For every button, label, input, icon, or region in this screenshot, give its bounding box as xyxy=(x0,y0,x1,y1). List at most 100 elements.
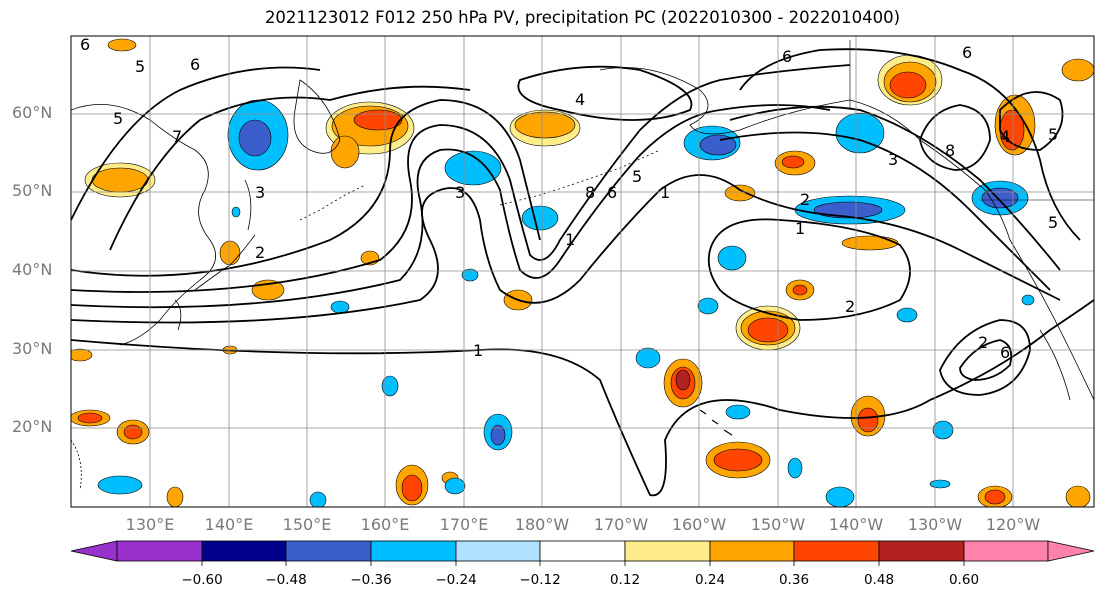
precip-patch xyxy=(1061,58,1094,82)
precip-patch xyxy=(490,424,506,446)
precip-patch xyxy=(77,412,103,424)
lon-label: 160°W xyxy=(671,515,727,534)
coastline-sakhalin xyxy=(244,179,252,231)
colorbar-tick-label: −0.36 xyxy=(350,572,392,588)
contour-label: 3 xyxy=(255,183,265,202)
precip-patch xyxy=(896,307,918,323)
lon-label: 130°E xyxy=(125,515,175,534)
precip-patch xyxy=(697,297,719,315)
precip-patch xyxy=(857,407,879,433)
precip-patch xyxy=(889,71,927,99)
pv-contour xyxy=(517,65,693,121)
precip-patch xyxy=(1065,485,1091,507)
colorbar-tick-label: −0.48 xyxy=(265,572,307,588)
coastline-philippines xyxy=(71,439,82,491)
precip-patch xyxy=(781,155,805,169)
colorbar-segment xyxy=(963,540,1049,562)
contour-label: 4 xyxy=(1000,127,1010,146)
precip-patch xyxy=(238,119,272,157)
precip-patch xyxy=(724,184,756,202)
contour-label: 1 xyxy=(660,183,670,202)
precip-patch xyxy=(444,477,466,495)
lon-label: 170°W xyxy=(593,515,649,534)
precip-patch xyxy=(330,135,360,169)
lon-label: 150°W xyxy=(750,515,806,534)
precip-patch xyxy=(353,109,403,131)
precip-patch xyxy=(787,457,803,479)
pv-contour xyxy=(71,99,541,277)
precip-patch xyxy=(981,187,1019,209)
colorbar-extend-low xyxy=(70,540,118,562)
lat-label: 20°N xyxy=(12,417,53,436)
contour-label: 7 xyxy=(172,127,182,146)
colorbar-tick-label: 0.60 xyxy=(948,572,980,588)
precip-patch xyxy=(444,150,502,186)
precip-patch xyxy=(929,479,951,489)
pv-contours xyxy=(71,48,1094,497)
contour-label: 1 xyxy=(473,341,483,360)
precip-patch xyxy=(461,268,479,282)
precip-patch xyxy=(330,300,350,314)
pv-contour xyxy=(959,339,1013,381)
contour-label: 4 xyxy=(575,90,585,109)
colorbar-segment xyxy=(539,540,626,562)
map-title: 2021123012 F012 250 hPa PV, precipitatio… xyxy=(264,8,901,27)
colorbar-segment xyxy=(116,540,203,562)
contour-label: 1 xyxy=(795,219,805,238)
pv-contour xyxy=(71,299,1094,497)
contour-label: 6 xyxy=(782,47,792,66)
precip-patch xyxy=(825,486,855,507)
precip-patch xyxy=(747,317,789,343)
colorbar-segment xyxy=(878,540,965,562)
colorbar-tick-label: 0.24 xyxy=(694,572,726,588)
precip-patch xyxy=(792,284,808,296)
contour-label: 8 xyxy=(945,141,955,160)
colorbar-segment xyxy=(285,540,372,562)
contour-label: 5 xyxy=(632,167,642,186)
precip-patch xyxy=(107,38,137,52)
contour-label: 1 xyxy=(565,230,575,249)
lon-label: 160°E xyxy=(360,515,410,534)
colorbar-tick-label: 0.12 xyxy=(609,572,641,588)
precip-patch xyxy=(1021,294,1035,306)
precip-patch xyxy=(309,491,327,507)
precip-patch xyxy=(699,134,737,156)
precip-patch xyxy=(717,245,747,271)
precip-patch xyxy=(932,420,954,440)
colorbar-segment xyxy=(455,540,541,562)
contour-label: 6 xyxy=(80,35,90,54)
lon-label: 140°W xyxy=(828,515,884,534)
colorbar-tick-label: −0.24 xyxy=(435,572,477,588)
precip-patch xyxy=(521,205,559,231)
colorbar-tick-label: 0.48 xyxy=(863,572,895,588)
contour-label: 3 xyxy=(888,150,898,169)
pv-contour xyxy=(739,48,1081,241)
lon-label: 180°W xyxy=(514,515,570,534)
precip-patch xyxy=(401,474,423,502)
colorbar xyxy=(70,540,1095,562)
contour-label: 5 xyxy=(135,57,145,76)
contour-label: 6 xyxy=(1000,343,1010,362)
contour-label: 2 xyxy=(800,190,810,209)
precip-patch xyxy=(675,369,691,391)
precip-patch xyxy=(514,111,576,139)
contour-label: 2 xyxy=(255,243,265,262)
colorbar-tick-label: −0.60 xyxy=(181,572,223,588)
contour-label: 6 xyxy=(190,55,200,74)
lat-label: 40°N xyxy=(12,260,53,279)
colorbar-segment xyxy=(370,540,457,562)
precip-patch xyxy=(984,489,1006,505)
colorbar-segment xyxy=(793,540,880,562)
precip-patch xyxy=(71,348,93,362)
pv-contour xyxy=(71,174,1061,324)
precip-patch xyxy=(91,167,149,193)
coastline-korea xyxy=(174,299,182,331)
pv-contour xyxy=(71,104,831,309)
precip-patch xyxy=(97,475,143,495)
graticule xyxy=(71,36,1094,507)
coastline-japan xyxy=(194,234,256,291)
precip-patch xyxy=(381,375,399,397)
pv-contour xyxy=(919,104,991,171)
lon-label: 120°W xyxy=(985,515,1041,534)
